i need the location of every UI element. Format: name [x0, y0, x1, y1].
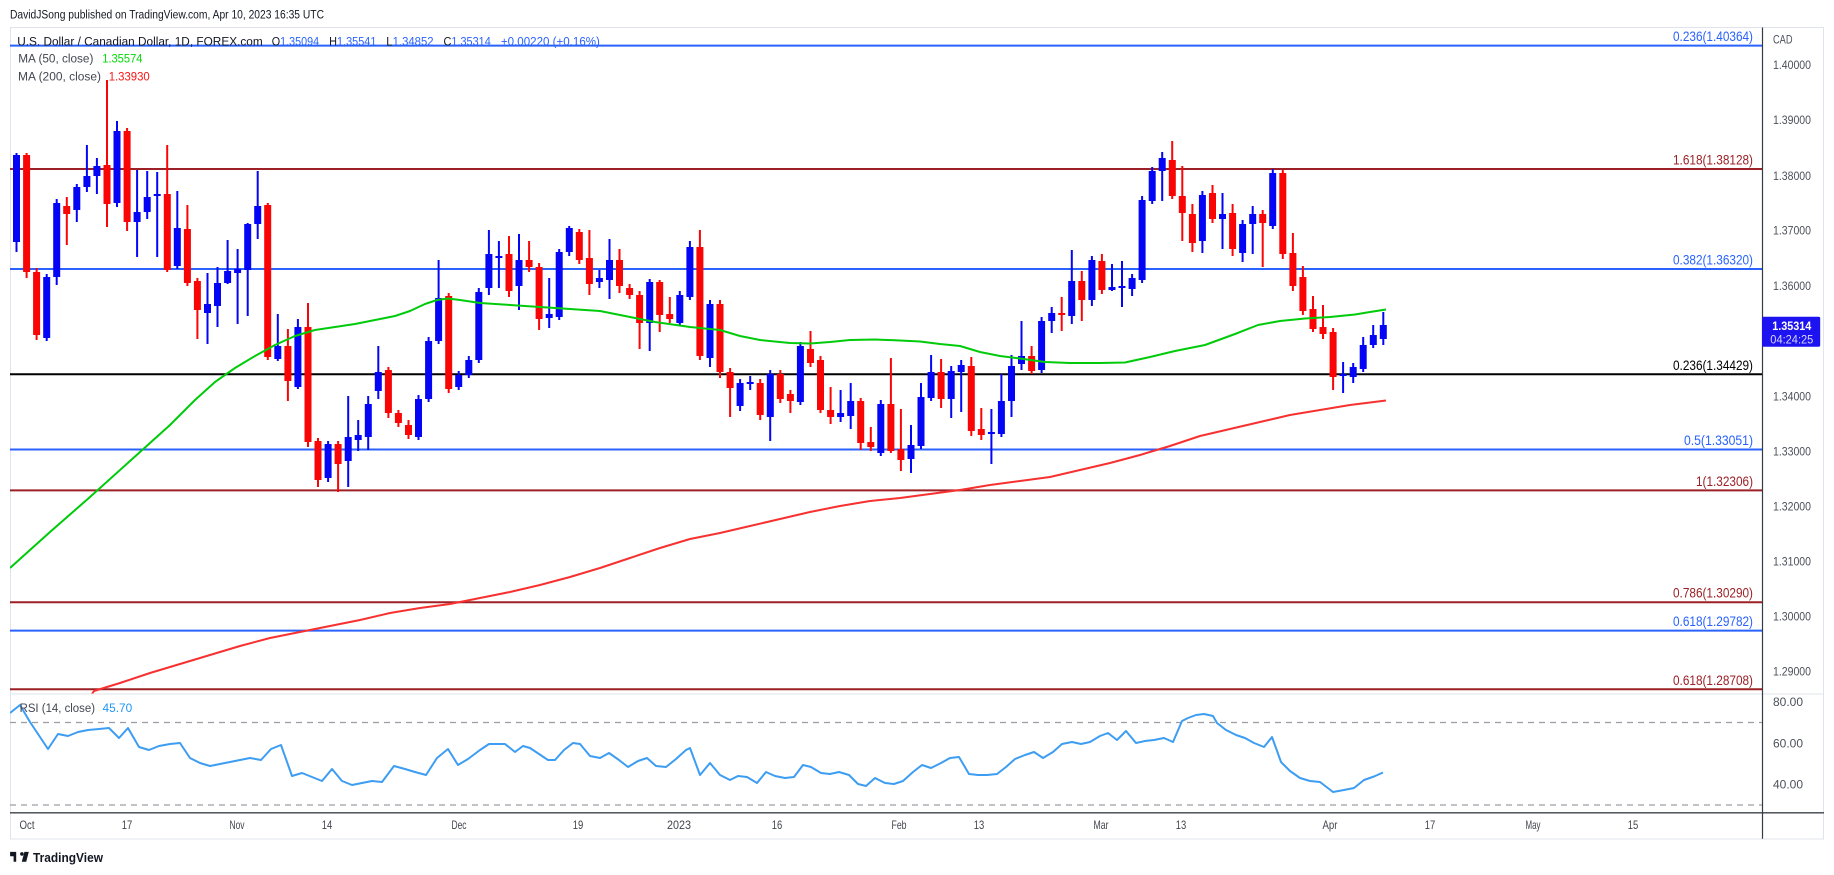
svg-text:0.236(1.34429): 0.236(1.34429) [1673, 358, 1753, 373]
svg-text:O1.35094: O1.35094 [272, 35, 319, 49]
svg-text:16: 16 [772, 818, 783, 832]
svg-text:1(1.32306): 1(1.32306) [1696, 474, 1753, 489]
svg-text:1.29000: 1.29000 [1773, 667, 1811, 679]
svg-text:60.00: 60.00 [1773, 739, 1803, 751]
svg-text:Dec: Dec [452, 818, 467, 832]
svg-text:1.36000: 1.36000 [1773, 281, 1811, 293]
svg-text:Feb: Feb [892, 818, 907, 832]
svg-text:1.35314: 1.35314 [1772, 319, 1811, 333]
svg-text:0.618(1.28708): 0.618(1.28708) [1673, 673, 1753, 688]
svg-text:C1.35314: C1.35314 [444, 35, 491, 49]
svg-text:U.S. Dollar / Canadian Dollar,: U.S. Dollar / Canadian Dollar, 1D, FOREX… [17, 35, 263, 49]
svg-text:15: 15 [1628, 818, 1639, 832]
svg-text:45.70: 45.70 [103, 701, 133, 715]
svg-text:0.5(1.33051): 0.5(1.33051) [1684, 433, 1753, 448]
svg-text:1.618(1.38128): 1.618(1.38128) [1673, 153, 1753, 168]
svg-text:RSI (14, close): RSI (14, close) [20, 701, 95, 715]
svg-text:TradingView: TradingView [33, 850, 104, 865]
svg-text:13: 13 [974, 818, 985, 832]
svg-text:1.37000: 1.37000 [1773, 226, 1811, 238]
svg-text:1.40000: 1.40000 [1773, 60, 1811, 72]
svg-text:1.33000: 1.33000 [1773, 447, 1811, 459]
svg-text:1.38000: 1.38000 [1773, 171, 1811, 183]
svg-text:14: 14 [322, 818, 333, 832]
svg-text:DavidJSong published on Tradin: DavidJSong published on TradingView.com,… [10, 8, 324, 22]
svg-text:19: 19 [573, 818, 584, 832]
svg-text:1.31000: 1.31000 [1773, 557, 1811, 569]
svg-text:Mar: Mar [1094, 818, 1109, 832]
svg-text:MA (200, close): MA (200, close) [18, 69, 101, 83]
svg-text:0.382(1.36320): 0.382(1.36320) [1673, 253, 1753, 268]
svg-text:+0.00220 (+0.16%): +0.00220 (+0.16%) [501, 35, 600, 49]
svg-text:1.30000: 1.30000 [1773, 612, 1811, 624]
svg-text:MA (50, close): MA (50, close) [18, 52, 93, 66]
svg-text:17: 17 [1425, 818, 1436, 832]
svg-text:13: 13 [1176, 818, 1187, 832]
svg-text:May: May [1526, 818, 1541, 832]
svg-text:1.39000: 1.39000 [1773, 115, 1811, 127]
svg-text:0.786(1.30290): 0.786(1.30290) [1673, 586, 1753, 601]
svg-text:0.618(1.29782): 0.618(1.29782) [1673, 614, 1753, 629]
svg-text:1.34000: 1.34000 [1773, 392, 1811, 404]
svg-text:Oct: Oct [20, 818, 36, 832]
svg-text:17: 17 [122, 818, 133, 832]
svg-text:2023: 2023 [667, 818, 691, 832]
svg-text:1.33930: 1.33930 [109, 69, 150, 83]
svg-text:CAD: CAD [1773, 33, 1793, 47]
svg-text:40.00: 40.00 [1773, 780, 1803, 792]
svg-text:1.35574: 1.35574 [102, 52, 142, 66]
svg-text:80.00: 80.00 [1773, 697, 1803, 709]
svg-text:Apr: Apr [1323, 818, 1338, 832]
svg-text:04:24:25: 04:24:25 [1770, 333, 1813, 347]
svg-text:L1.34852: L1.34852 [386, 35, 433, 49]
svg-text:1.32000: 1.32000 [1773, 502, 1811, 514]
svg-text:0.236(1.40364): 0.236(1.40364) [1673, 29, 1753, 44]
svg-text:H1.35541: H1.35541 [329, 35, 376, 49]
svg-text:Nov: Nov [230, 818, 245, 832]
